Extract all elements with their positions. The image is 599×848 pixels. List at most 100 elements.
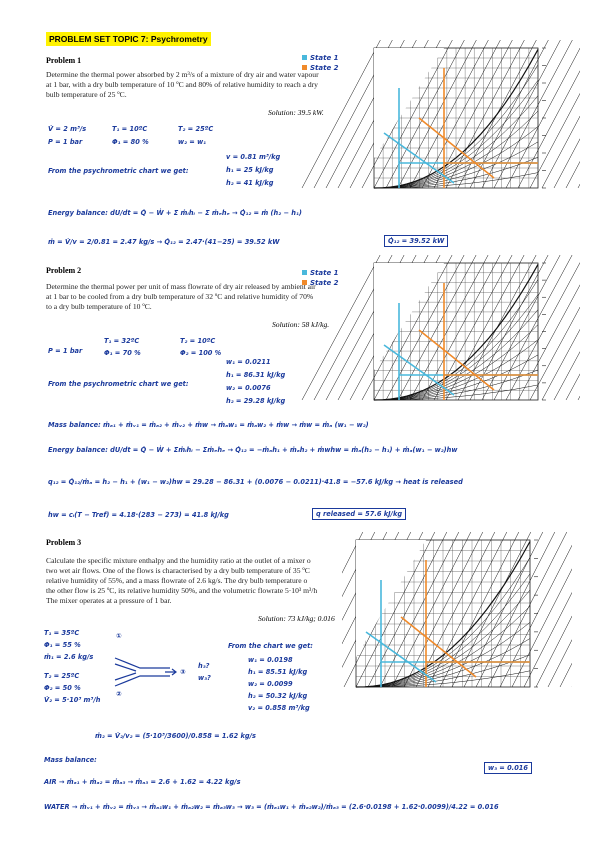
legend-swatch: [302, 270, 307, 275]
note: w₂ = 0.0076: [226, 384, 271, 392]
chart-line: [529, 93, 580, 189]
legend-swatch: [302, 65, 307, 70]
note: q₁₂ = Q̇₁₂/ṁₐ = h₂ − h₁ + (w₁ − w₂)hw = …: [48, 478, 463, 486]
note: From the chart we get:: [228, 642, 313, 650]
chart-line: [356, 654, 531, 688]
state-line: [365, 631, 437, 683]
chart-line: [541, 328, 580, 401]
chart-line: [481, 40, 561, 189]
note: h₃?: [198, 662, 210, 670]
note: w₂ = w₁: [178, 138, 207, 146]
text: Determine the thermal power per unit of …: [46, 282, 316, 312]
chart-line: [374, 384, 539, 401]
chart-line: [421, 255, 501, 401]
solution: Solution: 39.5 kW.: [268, 108, 324, 117]
chart-line: [355, 532, 436, 688]
chart-line: [481, 255, 561, 401]
note: Φ₁ = 70 %: [104, 349, 141, 357]
chart-line: [342, 532, 388, 621]
chart-line: [439, 532, 520, 688]
note: v₂ = 0.858 m³/kg: [248, 704, 310, 712]
note: w₃?: [198, 674, 211, 682]
chart-mask: [374, 48, 444, 158]
note: From the psychrometric chart we get:: [48, 380, 189, 388]
chart-line: [373, 126, 539, 189]
chart-line: [325, 40, 405, 189]
note: ③: [180, 668, 186, 676]
chart-line: [565, 161, 580, 189]
note: V̇₂ = 5·10³ m³/h: [44, 696, 101, 704]
chart-line: [463, 532, 544, 688]
chart-line: [523, 592, 572, 688]
chart-line: [355, 605, 531, 688]
chart-line: [391, 532, 472, 688]
legend-label: State 1: [310, 54, 339, 62]
chart-line: [373, 40, 453, 189]
note: T₁ = 35ºC: [44, 629, 80, 637]
note: Φ₁ = 80 %: [112, 138, 149, 146]
state-line: [400, 616, 477, 678]
chart-line: [313, 40, 393, 189]
note: T₂ = 10ºC: [180, 337, 216, 345]
note: From the psychrometric chart we get:: [48, 167, 189, 175]
chart-line: [385, 40, 465, 189]
chart-mask: [356, 540, 426, 657]
text-line: relative humidity of 55%, and a mass flo…: [46, 576, 308, 585]
chart-line: [553, 138, 580, 189]
chart-line: [493, 40, 573, 189]
chart-line: [301, 40, 381, 189]
chart-line: [374, 172, 539, 189]
legend-label: State 2: [310, 64, 339, 72]
note: Energy balance: dU/dt = Q̇ − Ẇ + Σṁᵢhᵢ −…: [48, 446, 458, 454]
chart-line: [356, 670, 531, 688]
state-line: [383, 344, 455, 396]
chart-line: [373, 49, 539, 189]
note: h₁ = 25 kJ/kg: [226, 166, 274, 174]
chart-line: [409, 255, 489, 401]
chart-line: [379, 532, 460, 688]
note: ṁ = V̇/v = 2/0.81 = 2.47 kg/s → Q̇₁₂ = 2…: [48, 238, 280, 246]
text-line: Calculate the specific mixture enthalpy …: [46, 556, 311, 565]
legend-swatch: [302, 280, 307, 285]
chart-line: [457, 40, 537, 189]
mixer-diagram: [114, 657, 177, 687]
note: hw = cₗ(T − Tref) = 4.18·(283 − 273) = 4…: [48, 511, 229, 519]
note: h₂ = 29.28 kJ/kg: [226, 397, 286, 405]
chart-line: [577, 395, 580, 401]
note: w₂ = 0.0099: [248, 680, 293, 688]
result-box: Q̇₁₂ = 39.52 kW: [384, 235, 449, 247]
chart-line: [342, 532, 376, 598]
chart-line: [433, 255, 513, 401]
text-line: bulb temperature of 25 ºC.: [46, 90, 127, 99]
text-line: to a dry bulb temperature of 10 ºC.: [46, 302, 152, 311]
solution: Solution: 73 kJ/kg; 0.016: [258, 614, 335, 623]
chart-line: [499, 544, 572, 688]
state-line: [418, 329, 495, 391]
chart-line: [559, 662, 572, 688]
text-line: at 1 bar to be cooled from a dry bulb te…: [46, 292, 314, 301]
text: Determine the thermal power absorbed by …: [46, 70, 319, 100]
note: T₂ = 25ºC: [178, 125, 214, 133]
note: Φ₂ = 50 %: [44, 684, 81, 692]
chart-line: [457, 255, 537, 401]
note: AIR → ṁₐ₁ + ṁₐ₂ = ṁₐ₃ → ṁₐ₃ = 2.6 + 1.62…: [44, 778, 241, 786]
note: Mass balance:: [44, 756, 97, 764]
chart-line: [565, 373, 580, 401]
chart-line: [547, 639, 572, 688]
chart-line: [373, 354, 539, 401]
chart-line: [373, 95, 539, 189]
text-line: Determine the thermal power absorbed by …: [46, 70, 319, 79]
legend-label: State 1: [310, 269, 339, 277]
chart-line: [487, 532, 568, 688]
chart-line: [535, 615, 572, 688]
note: P = 1 bar: [48, 138, 83, 146]
note: ②: [116, 690, 122, 698]
result-box: q released = 57.6 kJ/kg: [312, 508, 407, 520]
note: Mass balance: ṁₐ₁ + ṁᵥ₁ = ṁₐ₂ + ṁᵥ₂ + ṁw…: [48, 421, 369, 429]
chart-line: [445, 40, 525, 189]
chart-line: [325, 255, 405, 401]
chart-line: [451, 532, 532, 688]
psychrometric-chart: State 1 State 2: [301, 255, 580, 401]
chart-line: [373, 264, 539, 401]
